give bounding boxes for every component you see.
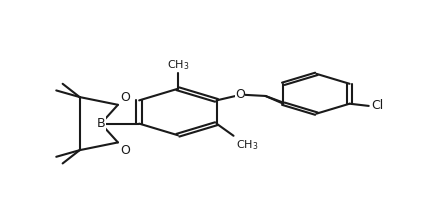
Text: CH$_3$: CH$_3$ (166, 58, 189, 72)
Text: B: B (97, 117, 105, 130)
Text: Cl: Cl (371, 99, 383, 112)
Text: O: O (120, 144, 130, 157)
Text: CH$_3$: CH$_3$ (236, 138, 258, 152)
Text: O: O (120, 91, 130, 104)
Text: O: O (235, 88, 245, 101)
